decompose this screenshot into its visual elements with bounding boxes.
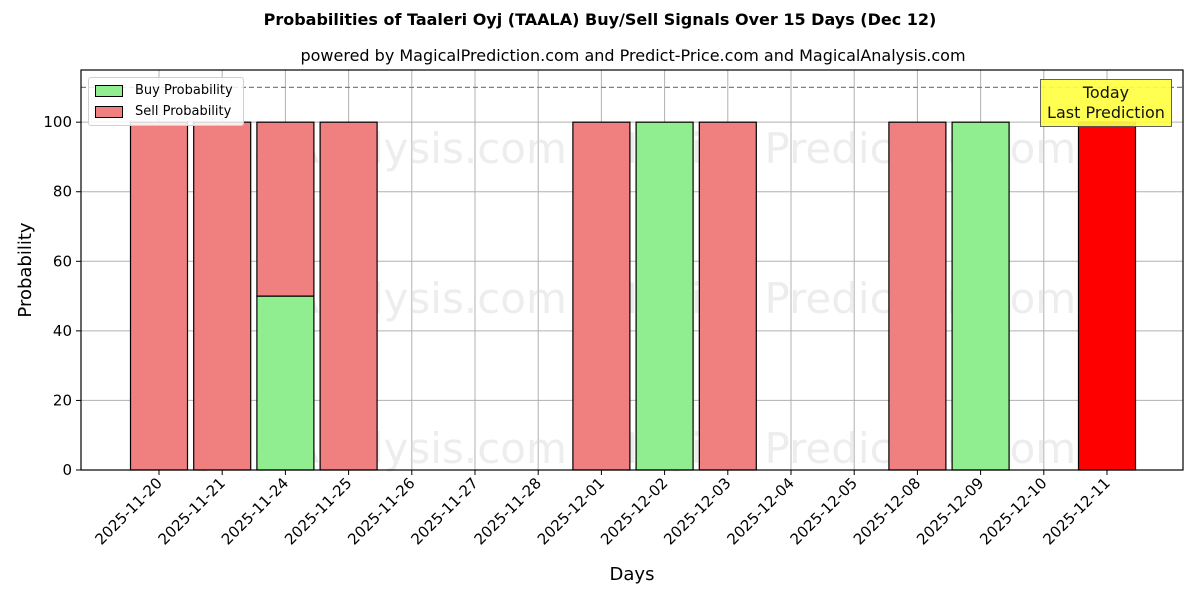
y-tick-label: 40 <box>53 322 72 340</box>
x-tick-label: 2025-12-11 <box>1039 474 1113 548</box>
y-tick-label: 20 <box>53 391 72 409</box>
y-tick-label: 80 <box>53 183 72 201</box>
x-tick-label: 2025-12-05 <box>787 474 861 548</box>
buy-bar <box>256 295 315 471</box>
sell-bar <box>319 121 378 471</box>
today-annotation: Today Last Prediction <box>1040 79 1172 127</box>
y-axis-label: Probability <box>15 222 36 317</box>
y-tick-label: 0 <box>62 461 72 479</box>
x-tick-label: 2025-12-09 <box>913 474 987 548</box>
sell-bar <box>698 121 757 471</box>
x-tick-label: 2025-11-21 <box>155 474 229 548</box>
y-tick-label: 60 <box>53 252 72 270</box>
y-tick-label: 100 <box>43 113 72 131</box>
sell-bar <box>129 121 189 471</box>
x-tick-label: 2025-12-04 <box>723 474 797 548</box>
today-annotation-line1: Today <box>1082 83 1130 102</box>
x-tick-label: 2025-12-10 <box>976 474 1050 548</box>
legend-item-sell: Sell Probability <box>95 104 231 119</box>
sell-bar <box>193 121 252 471</box>
today-sell-bar <box>1077 121 1137 471</box>
sell-bar <box>572 121 631 471</box>
x-tick-label: 2025-11-28 <box>471 474 545 548</box>
buy-bar <box>951 121 1010 471</box>
chart-title: Probabilities of Taaleri Oyj (TAALA) Buy… <box>263 10 937 29</box>
x-tick-label: 2025-11-25 <box>281 474 355 548</box>
x-tick-label: 2025-12-03 <box>660 474 734 548</box>
x-axis-label: Days <box>610 564 655 585</box>
today-annotation-line2: Last Prediction <box>1047 103 1165 122</box>
x-tick-label: 2025-11-26 <box>344 474 418 548</box>
legend: Buy Probability Sell Probability <box>88 77 244 126</box>
x-tick-label: 2025-11-20 <box>91 474 165 548</box>
buy-bar <box>635 121 694 471</box>
x-tick-label: 2025-12-08 <box>850 474 924 548</box>
x-tick-label: 2025-11-27 <box>407 474 481 548</box>
plot-frame <box>80 69 1184 471</box>
buy-swatch-icon <box>95 84 123 97</box>
legend-sell-label: Sell Probability <box>135 104 232 119</box>
x-tick-label: 2025-12-02 <box>597 474 671 548</box>
legend-buy-label: Buy Probability <box>135 83 233 98</box>
x-tick-label: 2025-11-24 <box>218 474 292 548</box>
sell-swatch-icon <box>95 105 123 118</box>
sell-bar <box>256 121 315 297</box>
chart-subtitle: powered by MagicalPrediction.com and Pre… <box>300 46 966 65</box>
x-tick-label: 2025-12-01 <box>534 474 608 548</box>
legend-item-buy: Buy Probability <box>95 83 233 98</box>
sell-bar <box>888 121 947 471</box>
